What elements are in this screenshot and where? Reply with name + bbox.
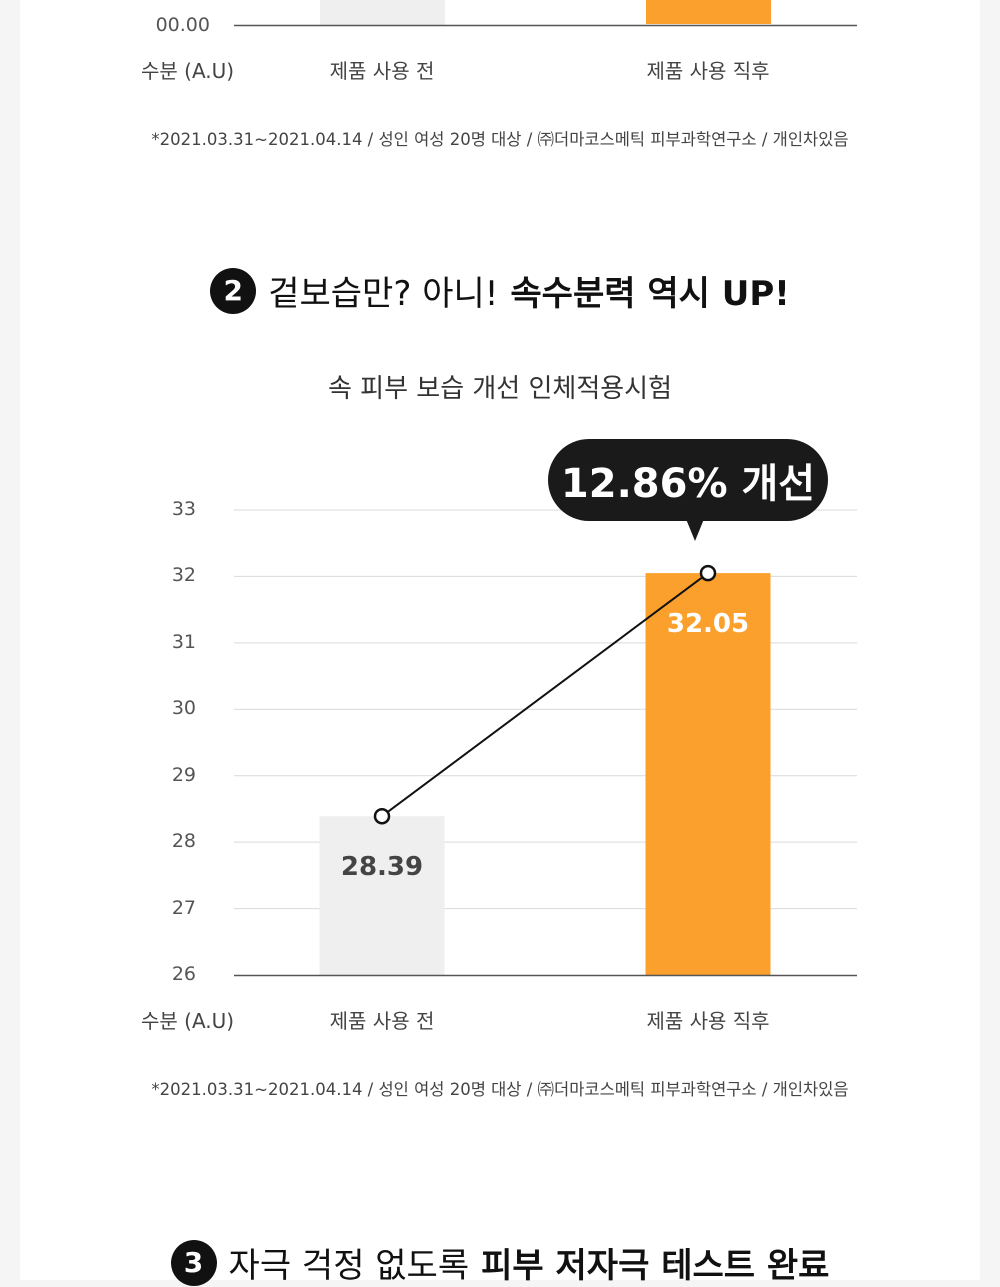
y-tick-label: 28 bbox=[171, 830, 196, 853]
y-tick-label: 27 bbox=[171, 896, 196, 919]
y-tick-label: 26 bbox=[171, 963, 196, 985]
chart-footnote: *2021.03.31~2021.04.14 / 성인 여성 20명 대상 / … bbox=[151, 1080, 849, 1099]
section3-heading-bold: 피부 저자극 테스트 완료 bbox=[481, 1246, 830, 1286]
top-y-tick-label: 00.00 bbox=[155, 14, 210, 36]
bars bbox=[319, 573, 771, 975]
y-axis-unit-label: 수분 (A.U) bbox=[141, 1009, 235, 1033]
section2-heading-bold: 속수분력 역시 UP! bbox=[510, 274, 790, 314]
section3-heading-normal: 자극 걱정 없도록 bbox=[228, 1246, 470, 1286]
section2-heading: 2 겉보습만? 아니! 속수분력 역시 UP! bbox=[0, 266, 1000, 315]
improvement-callout: 12.86% 개선 bbox=[548, 439, 828, 521]
top-bar-after bbox=[646, 0, 771, 24]
top-unit-label: 수분 (A.U) bbox=[141, 59, 235, 83]
top-x-label-after: 제품 사용 직후 bbox=[646, 59, 770, 83]
chart-subtitle: 속 피부 보습 개선 인체적용시험 bbox=[327, 374, 673, 404]
section2-number-badge: 2 bbox=[210, 267, 257, 314]
trend-line bbox=[373, 564, 717, 825]
callout-tail bbox=[686, 519, 704, 541]
bar-value-label: 32.05 bbox=[667, 609, 749, 639]
trend-point bbox=[373, 807, 391, 825]
top-chart-remnant bbox=[234, 0, 857, 27]
top-bar-before bbox=[320, 0, 445, 25]
section3-heading: 3 자극 걱정 없도록 피부 저자극 테스트 완료 bbox=[0, 1238, 1000, 1287]
top-footnote: *2021.03.31~2021.04.14 / 성인 여성 20명 대상 / … bbox=[151, 130, 849, 149]
y-tick-label: 29 bbox=[171, 763, 196, 786]
y-tick-label: 30 bbox=[171, 697, 196, 720]
bar-value-label: 28.39 bbox=[341, 852, 423, 882]
section3-number-badge: 3 bbox=[170, 1239, 217, 1286]
bar-before bbox=[319, 816, 445, 975]
bar-after bbox=[645, 573, 771, 975]
y-tick-label: 31 bbox=[171, 630, 196, 653]
section2-heading-normal: 겉보습만? 아니! bbox=[268, 274, 499, 314]
top-x-label-before: 제품 사용 전 bbox=[329, 59, 435, 83]
y-tick-label: 32 bbox=[171, 564, 196, 587]
y-tick-label: 33 bbox=[171, 498, 196, 520]
trend-connector bbox=[381, 572, 709, 818]
bar-value-labels: 28.39 32.05 bbox=[341, 609, 749, 882]
trend-point bbox=[699, 564, 717, 582]
x-label-after: 제품 사용 직후 bbox=[646, 1009, 770, 1033]
x-label-before: 제품 사용 전 bbox=[329, 1009, 435, 1033]
content-panel bbox=[20, 0, 980, 1280]
